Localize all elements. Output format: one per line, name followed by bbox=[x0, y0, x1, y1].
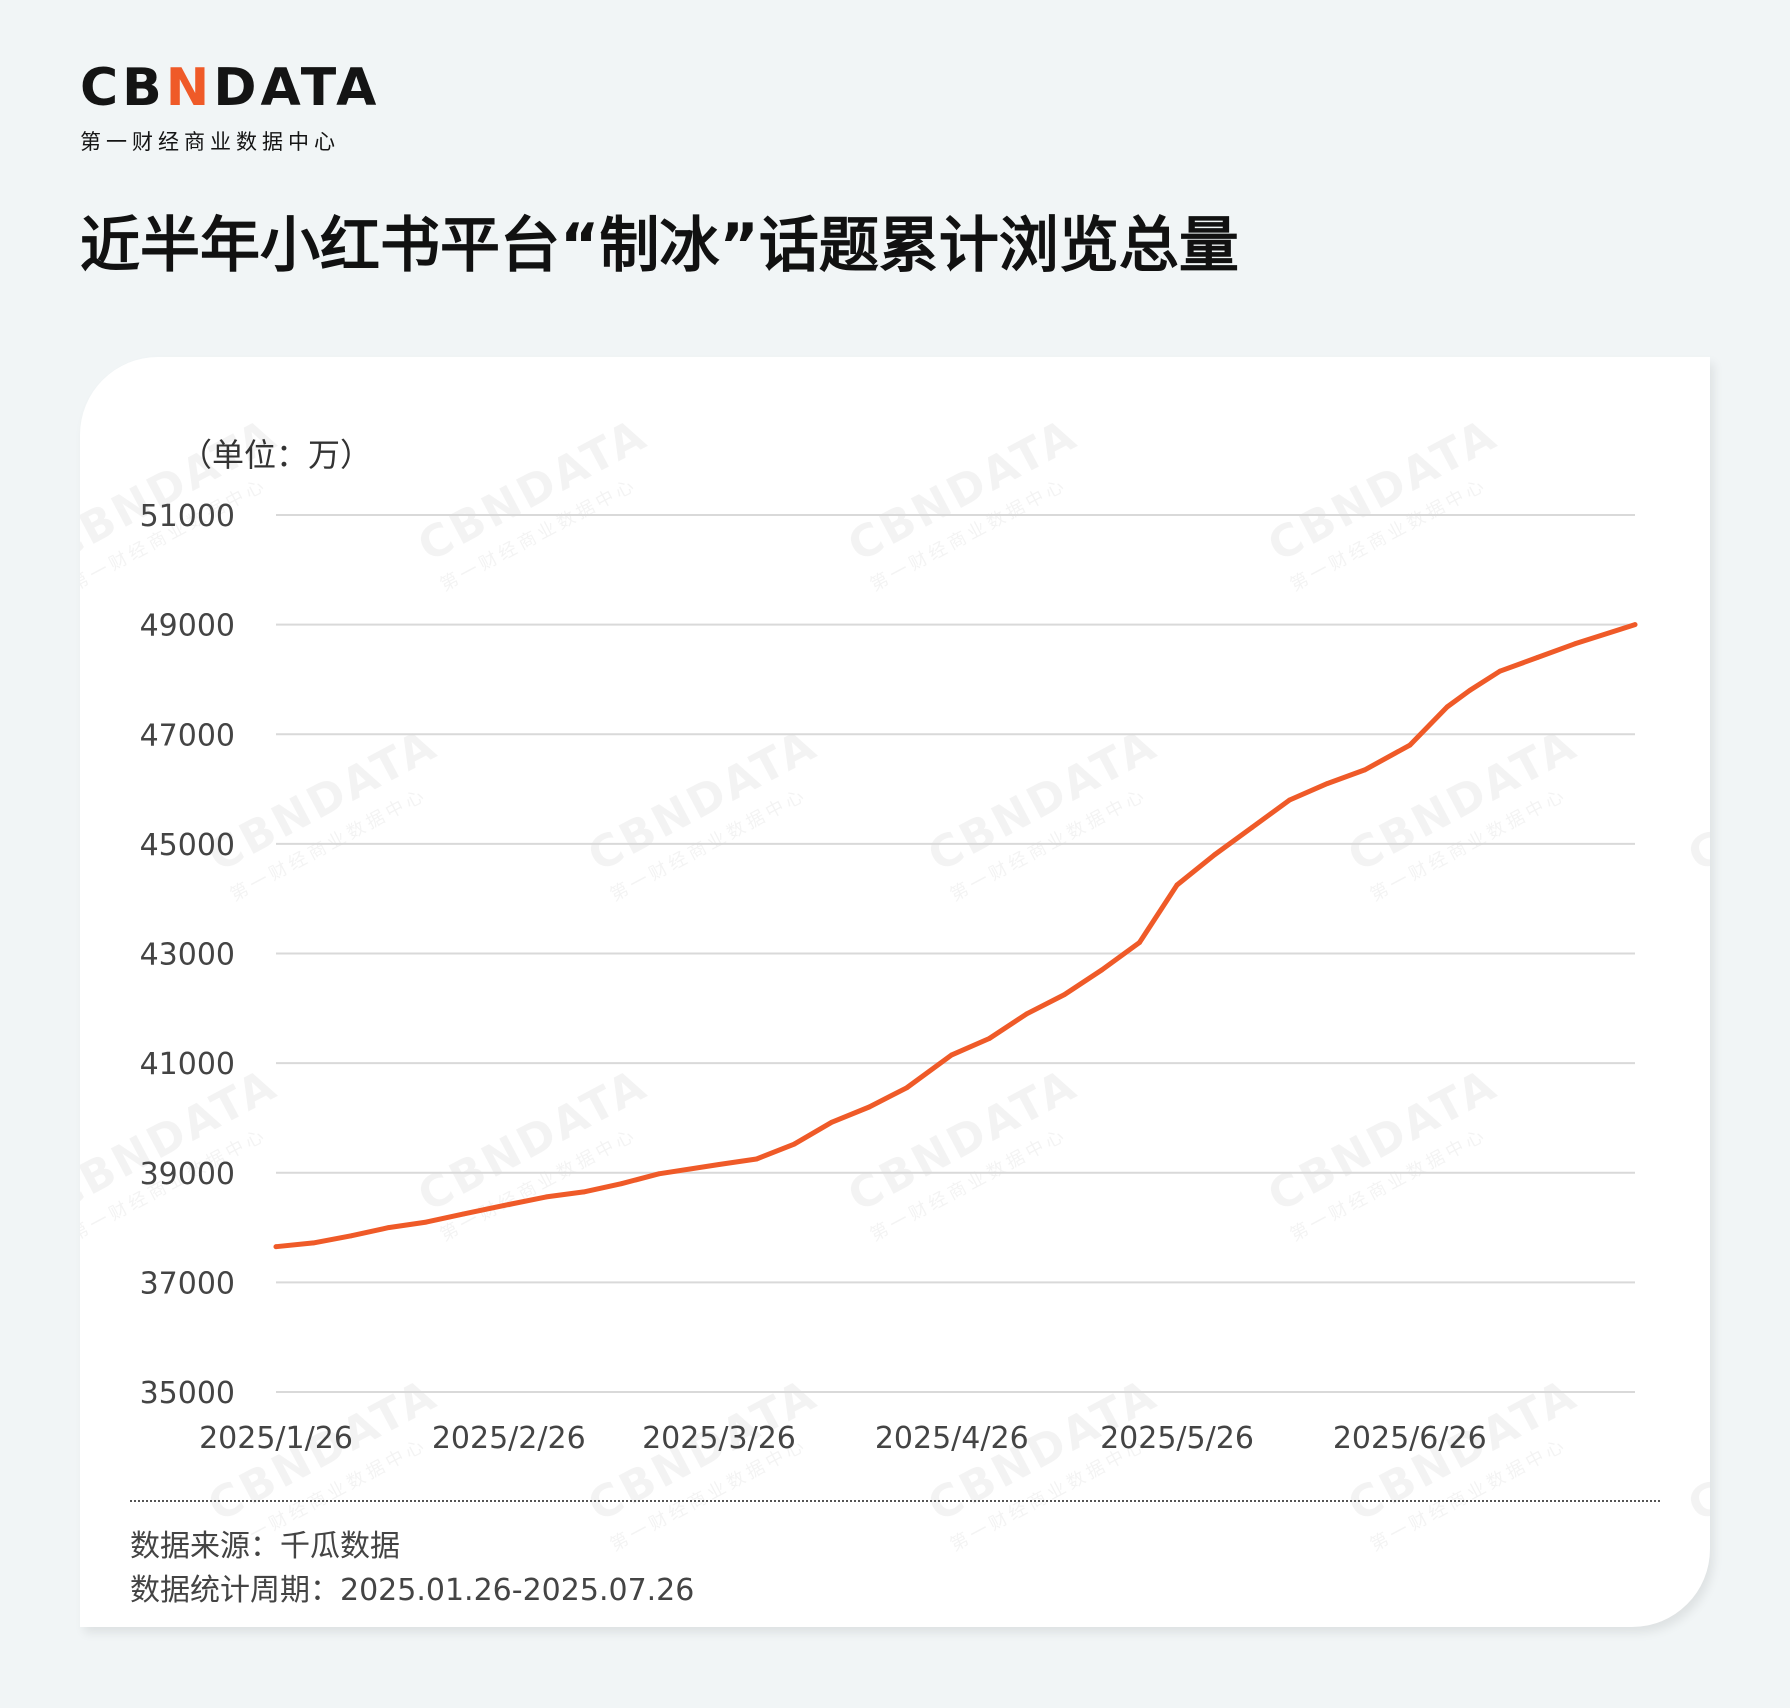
data-point bbox=[1324, 781, 1330, 786]
x-tick-label: 2025/2/26 bbox=[432, 1421, 586, 1456]
data-source: 数据来源：千瓜数据 bbox=[130, 1529, 400, 1564]
chart-card: CBNDATA第一财经商业数据中心CBNDATA第一财经商业数据中心CBNDAT… bbox=[80, 357, 1710, 1627]
y-tick-label: 45000 bbox=[140, 828, 235, 863]
x-tick-label: 2025/6/26 bbox=[1333, 1421, 1487, 1456]
data-point bbox=[1062, 992, 1067, 997]
data-point bbox=[461, 1211, 467, 1217]
data-point bbox=[949, 1052, 955, 1058]
footer-divider bbox=[130, 1500, 1660, 1502]
data-point bbox=[754, 1156, 759, 1162]
data-point bbox=[1024, 1011, 1030, 1017]
y-tick-label: 51000 bbox=[140, 499, 235, 534]
line-chart: 35000 37000 39000 41000 43000 45000 47000 49000… bbox=[140, 499, 1638, 1456]
data-point bbox=[581, 1189, 587, 1195]
data-point bbox=[1444, 704, 1450, 710]
data-point bbox=[1467, 688, 1473, 693]
page-title: 近半年小红书平台“制冰”话题累计浏览总量 bbox=[80, 211, 1239, 281]
y-tick-label: 41000 bbox=[140, 1047, 235, 1082]
x-tick-label: 2025/1/26 bbox=[199, 1421, 353, 1456]
data-point bbox=[716, 1162, 722, 1167]
chart-footer: 数据来源：千瓜数据 数据统计周期：2025.01.26-2025.07.26 bbox=[130, 1525, 694, 1613]
data-point bbox=[348, 1233, 354, 1239]
x-tick-label: 2025/3/26 bbox=[642, 1421, 796, 1456]
data-point bbox=[1287, 797, 1292, 803]
data-point bbox=[1497, 668, 1503, 674]
y-tick-label: 43000 bbox=[140, 938, 235, 973]
data-period: 数据统计周期：2025.01.26-2025.07.26 bbox=[130, 1573, 695, 1608]
data-point bbox=[619, 1181, 624, 1187]
data-point bbox=[1535, 655, 1540, 660]
data-point bbox=[1249, 825, 1255, 830]
logo-part-3: DATA bbox=[213, 58, 381, 118]
unit-label: （单位：万） bbox=[180, 436, 373, 474]
y-tick-label: 47000 bbox=[140, 718, 235, 753]
brand-logo: CBNDATA 第一财经商业数据中心 bbox=[80, 62, 380, 156]
data-point bbox=[543, 1194, 549, 1200]
data-point bbox=[791, 1141, 797, 1147]
data-point bbox=[1099, 967, 1105, 973]
data-point bbox=[386, 1225, 391, 1230]
logo-wordmark: CBNDATA bbox=[80, 62, 380, 114]
data-point bbox=[829, 1119, 834, 1125]
data-point bbox=[273, 1244, 279, 1250]
data-point bbox=[1632, 622, 1638, 627]
logo-part-2: N bbox=[165, 58, 214, 118]
x-tick-label: 2025/4/26 bbox=[875, 1421, 1029, 1456]
data-point bbox=[506, 1202, 512, 1207]
data-point bbox=[1212, 852, 1217, 858]
data-point bbox=[656, 1171, 662, 1177]
data-point bbox=[311, 1240, 316, 1246]
y-tick-label: 49000 bbox=[140, 609, 235, 644]
data-point bbox=[1362, 767, 1368, 773]
data-point bbox=[866, 1104, 872, 1110]
y-tick-label: 37000 bbox=[140, 1266, 235, 1301]
data-point bbox=[986, 1036, 992, 1041]
data-point bbox=[1407, 742, 1413, 748]
logo-part-1: CB bbox=[80, 58, 166, 118]
data-point bbox=[904, 1085, 910, 1091]
logo-tagline: 第一财经商业数据中心 bbox=[80, 130, 340, 154]
data-point bbox=[1174, 882, 1180, 888]
y-tick-label: 35000 bbox=[140, 1376, 235, 1411]
data-point bbox=[1137, 940, 1142, 945]
series-line bbox=[273, 622, 1638, 1250]
y-tick-label: 39000 bbox=[140, 1157, 235, 1192]
data-point bbox=[423, 1219, 429, 1225]
data-point bbox=[1572, 641, 1578, 647]
x-tick-label: 2025/5/26 bbox=[1100, 1421, 1254, 1456]
